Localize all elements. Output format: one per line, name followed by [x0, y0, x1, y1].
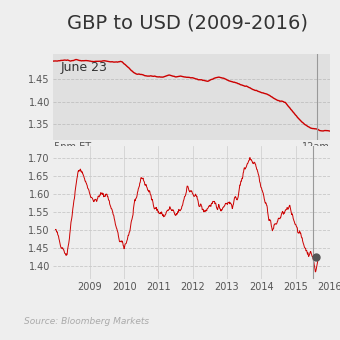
Text: June 23: June 23 [61, 61, 108, 74]
Text: Source: Bloomberg Markets: Source: Bloomberg Markets [24, 318, 149, 326]
Text: GBP to USD (2009-2016): GBP to USD (2009-2016) [67, 14, 307, 33]
